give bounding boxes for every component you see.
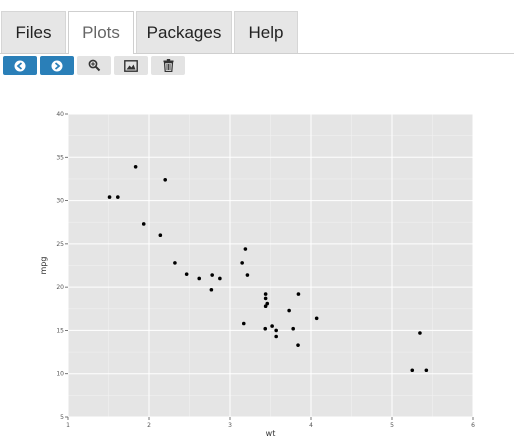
y-tick-label: 20 <box>56 284 64 291</box>
y-tick-label: 5 <box>60 414 64 421</box>
tab-label: Packages <box>146 22 222 42</box>
data-point <box>245 273 250 277</box>
zoom-button[interactable] <box>77 56 111 75</box>
data-point <box>218 276 222 281</box>
data-point <box>410 368 415 373</box>
data-point <box>274 334 278 339</box>
data-point <box>116 195 120 199</box>
y-tick-label: 25 <box>56 241 64 248</box>
tab-plots[interactable]: Plots <box>68 11 134 54</box>
y-axis-label: mpg <box>39 257 48 275</box>
data-point <box>270 324 274 328</box>
magnifier-icon <box>88 59 100 72</box>
data-point <box>314 316 319 321</box>
data-point <box>291 326 295 331</box>
data-point <box>263 304 268 308</box>
x-tick-label: 4 <box>309 422 313 429</box>
x-tick-label: 5 <box>390 422 394 429</box>
image-icon <box>124 59 138 72</box>
data-point <box>243 247 248 251</box>
data-point <box>209 287 214 292</box>
y-tick-label: 40 <box>56 111 64 118</box>
data-point <box>287 308 291 313</box>
tab-help[interactable]: Help <box>234 11 298 53</box>
tab-files[interactable]: Files <box>1 11 66 53</box>
trash-icon <box>163 59 173 72</box>
data-point <box>296 343 300 347</box>
data-point <box>424 368 429 373</box>
x-tick-label: 2 <box>147 422 151 429</box>
tab-packages[interactable]: Packages <box>136 11 232 53</box>
data-point <box>418 331 422 335</box>
data-point <box>263 292 268 296</box>
data-point <box>197 276 202 281</box>
data-point <box>274 328 278 333</box>
x-tick-label: 3 <box>228 422 232 429</box>
data-point <box>240 261 244 265</box>
data-point <box>263 326 268 331</box>
y-tick-label: 15 <box>56 327 64 334</box>
data-point <box>133 165 138 169</box>
pane-tabs: Files Plots Packages Help <box>0 0 514 54</box>
x-axis-label: wt <box>266 429 276 436</box>
y-tick-label: 35 <box>56 154 64 161</box>
plot-viewer: 1 2 3 4 5 6 5 10 15 20 25 30 35 40 wt mpg <box>0 90 514 438</box>
export-button[interactable] <box>114 56 148 75</box>
data-point <box>173 261 177 265</box>
tab-label: Help <box>248 22 284 42</box>
forward-button[interactable] <box>40 56 74 75</box>
tab-label: Plots <box>82 23 120 42</box>
data-point <box>265 301 270 306</box>
x-tick-label: 6 <box>471 422 475 429</box>
arrow-right-icon <box>51 60 63 71</box>
data-point <box>107 195 112 199</box>
data-point <box>158 233 163 237</box>
tabs-divider <box>0 53 514 54</box>
data-point <box>184 272 189 276</box>
plot-toolbar <box>0 56 514 76</box>
scatter-chart: 1 2 3 4 5 6 5 10 15 20 25 30 35 40 wt mpg <box>39 111 475 438</box>
data-point <box>210 273 214 277</box>
tab-label: Files <box>15 22 52 42</box>
clear-button[interactable] <box>151 56 185 75</box>
data-point <box>263 296 268 301</box>
y-tick-label: 10 <box>56 371 64 378</box>
back-button[interactable] <box>3 56 37 75</box>
x-tick-label: 1 <box>66 422 70 429</box>
data-point <box>163 177 167 182</box>
data-point <box>241 321 246 326</box>
arrow-left-icon <box>14 60 26 71</box>
data-point <box>141 222 146 226</box>
y-tick-label: 30 <box>56 198 64 205</box>
data-point <box>296 292 301 296</box>
